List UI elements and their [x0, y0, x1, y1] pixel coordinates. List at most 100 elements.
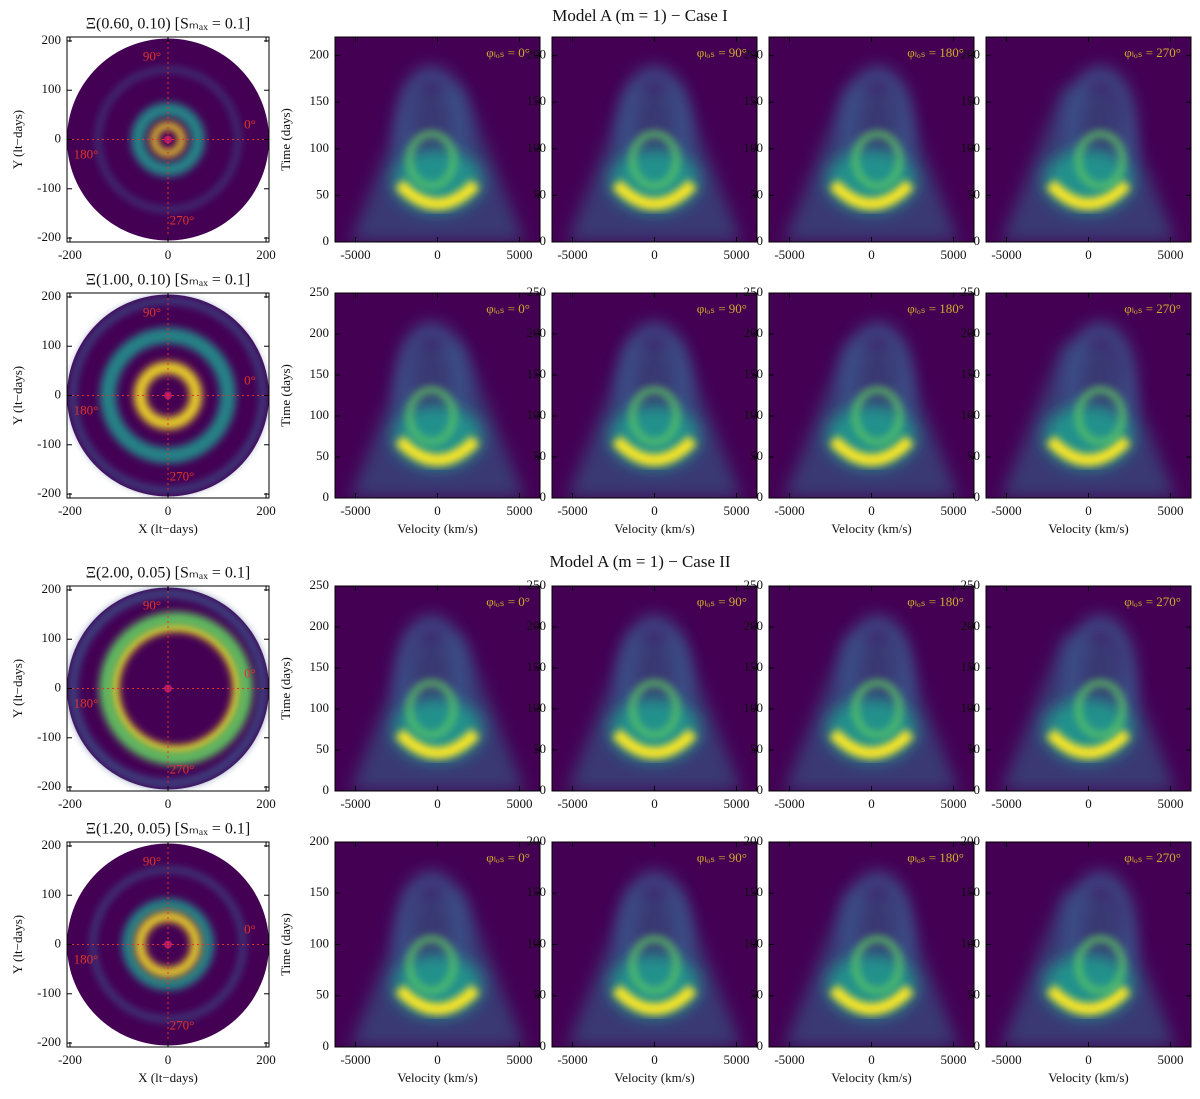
- heatmap-peak: [395, 435, 480, 466]
- heatmap-glow: [629, 935, 680, 995]
- x-tick-label: 5000: [1158, 1052, 1184, 1067]
- panel: [552, 842, 757, 1047]
- x-tick-label: 5000: [724, 247, 750, 262]
- panel: [552, 586, 757, 791]
- y-tick-label: 250: [527, 284, 547, 299]
- x-tick-label: 0: [434, 1052, 441, 1067]
- x-tick-label: -5000: [340, 1052, 370, 1067]
- x-axis-label: X (lt−days): [138, 521, 198, 536]
- x-tick-label: -5000: [774, 503, 804, 518]
- y-tick-label: 50: [967, 448, 980, 463]
- y-tick-label: 200: [310, 47, 330, 62]
- y-tick-label: 250: [744, 577, 764, 592]
- panel: [335, 586, 540, 791]
- x-tick-label: 0: [434, 247, 441, 262]
- panel: [986, 293, 1191, 498]
- y-tick-label: 0: [974, 782, 981, 797]
- x-tick-label: -200: [58, 503, 82, 518]
- angle-label: 270°: [170, 212, 195, 227]
- panel: [67, 293, 269, 498]
- y-tick-label: 250: [310, 284, 330, 299]
- x-tick-label: 0: [868, 1052, 875, 1067]
- y-tick-label: 0: [323, 782, 330, 797]
- angle-label: 90°: [143, 853, 161, 868]
- y-tick-label: 200: [961, 618, 981, 633]
- heatmap-peak: [1046, 984, 1131, 1015]
- x-tick-label: -5000: [340, 796, 370, 811]
- heatmap-peak: [829, 435, 914, 466]
- y-tick-label: 50: [533, 741, 546, 756]
- disk-emission: [99, 611, 253, 766]
- x-tick-label: 0: [434, 503, 441, 518]
- y-tick-label: 150: [961, 93, 981, 108]
- y-tick-label: 200: [527, 47, 547, 62]
- panel-annotation: φₗₒₛ = 90°: [697, 850, 747, 865]
- y-tick-label: 200: [527, 618, 547, 633]
- x-tick-label: 200: [256, 503, 276, 518]
- y-axis-label: Y (lt−days): [10, 110, 25, 169]
- panel-title: Ξ(1.00, 0.10) [Sₘₐₓ = 0.1]: [86, 272, 251, 289]
- panel-title: Ξ(2.00, 0.05) [Sₘₐₓ = 0.1]: [86, 565, 251, 582]
- y-tick-label: 0: [55, 679, 62, 694]
- y-tick-label: -100: [37, 436, 61, 451]
- y-tick-label: 200: [527, 833, 547, 848]
- y-tick-label: 250: [961, 284, 981, 299]
- x-axis-label: Velocity (km/s): [397, 1070, 478, 1085]
- panel-annotation: φₗₒₛ = 180°: [907, 45, 964, 60]
- panel-annotation: φₗₒₛ = 180°: [907, 301, 964, 316]
- x-tick-label: -5000: [557, 1052, 587, 1067]
- y-tick-label: -200: [37, 229, 61, 244]
- x-tick-label: 0: [651, 1052, 658, 1067]
- y-axis-label: Y (lt−days): [10, 915, 25, 974]
- y-tick-label: 50: [316, 987, 329, 1002]
- x-axis-label: Velocity (km/s): [1048, 1070, 1129, 1085]
- x-tick-label: 0: [868, 796, 875, 811]
- x-tick-label: -5000: [774, 796, 804, 811]
- x-tick-label: -5000: [557, 796, 587, 811]
- x-tick-label: 0: [1085, 1052, 1092, 1067]
- panel: [552, 37, 757, 242]
- y-tick-label: 150: [961, 884, 981, 899]
- y-tick-label: 100: [744, 935, 764, 950]
- y-tick-label: 0: [757, 1038, 764, 1053]
- x-tick-label: 0: [651, 247, 658, 262]
- y-tick-label: -200: [37, 778, 61, 793]
- y-tick-label: -100: [37, 180, 61, 195]
- x-tick-label: 5000: [941, 1052, 967, 1067]
- panel: [335, 842, 540, 1047]
- y-tick-label: -100: [37, 729, 61, 744]
- y-tick-label: 0: [55, 130, 62, 145]
- x-tick-label: 0: [651, 503, 658, 518]
- x-tick-label: 0: [165, 247, 172, 262]
- x-tick-label: 5000: [1158, 247, 1184, 262]
- panel: [67, 37, 269, 242]
- panel: [986, 37, 1191, 242]
- y-axis-label: Time (days): [278, 657, 293, 720]
- panel-annotation: φₗₒₛ = 270°: [1124, 45, 1181, 60]
- heatmap-glow: [406, 386, 457, 446]
- x-tick-label: 0: [165, 1052, 172, 1067]
- panel: [335, 293, 540, 498]
- angle-label: 90°: [143, 304, 161, 319]
- panel: [986, 842, 1191, 1047]
- x-axis-label: Velocity (km/s): [831, 1070, 912, 1085]
- angle-label: 90°: [143, 597, 161, 612]
- heatmap-peak: [612, 984, 697, 1015]
- x-tick-label: 5000: [724, 1052, 750, 1067]
- y-tick-label: 250: [744, 284, 764, 299]
- y-tick-label: 100: [527, 700, 547, 715]
- heatmap-peak: [612, 728, 697, 759]
- x-tick-label: 5000: [941, 796, 967, 811]
- heatmap-glow: [1075, 935, 1126, 995]
- y-tick-label: 200: [42, 581, 62, 596]
- y-tick-label: 200: [744, 618, 764, 633]
- x-tick-label: -200: [58, 247, 82, 262]
- y-tick-label: 50: [750, 987, 763, 1002]
- x-tick-label: 0: [868, 503, 875, 518]
- y-axis-label: Time (days): [278, 108, 293, 171]
- x-tick-label: 5000: [507, 1052, 533, 1067]
- y-tick-label: 100: [42, 886, 62, 901]
- y-tick-label: 150: [961, 366, 981, 381]
- y-tick-label: 50: [533, 186, 546, 201]
- panel: [335, 37, 540, 242]
